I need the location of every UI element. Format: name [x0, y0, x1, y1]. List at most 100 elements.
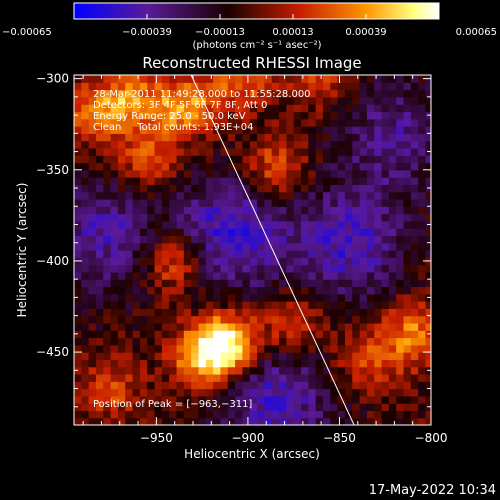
heatmap-cell: [344, 352, 353, 360]
heatmap-cell: [161, 308, 170, 317]
heatmap-cell: [103, 104, 112, 113]
heatmap-cell: [279, 250, 287, 258]
heatmap-cell: [301, 206, 309, 215]
heatmap-cell: [81, 395, 90, 404]
heatmap-cell: [388, 133, 397, 142]
heatmap-cell: [139, 118, 148, 127]
heatmap-cell: [183, 184, 192, 193]
heatmap-cell: [374, 118, 383, 127]
heatmap-cell: [352, 177, 361, 185]
heatmap-cell: [147, 82, 156, 91]
heatmap-cell: [213, 337, 222, 346]
heatmap-cell: [257, 213, 265, 222]
heatmap-cell: [308, 191, 317, 200]
heatmap-cell: [161, 286, 170, 295]
heatmap-cell: [132, 111, 141, 120]
heatmap-cell: [381, 359, 390, 368]
heatmap-cell: [286, 279, 295, 288]
heatmap-cell: [264, 147, 273, 156]
heatmap-cell: [308, 388, 317, 397]
heatmap-cell: [301, 264, 309, 273]
heatmap-cell: [374, 337, 383, 346]
heatmap-cell: [308, 82, 317, 91]
heatmap-cell: [117, 111, 126, 120]
heatmap-cell: [322, 89, 331, 98]
heatmap-cell: [183, 162, 192, 171]
heatmap-cell: [88, 315, 97, 324]
heatmap-cell: [359, 344, 368, 353]
heatmap-cell: [293, 315, 302, 324]
heatmap-cell: [271, 155, 280, 164]
heatmap-cell: [88, 388, 97, 397]
heatmap-cell: [396, 96, 405, 105]
heatmap-cell: [410, 293, 419, 302]
heatmap-cell: [366, 301, 375, 309]
heatmap-cell: [403, 162, 412, 171]
heatmap-cell: [315, 155, 324, 164]
heatmap-cell: [271, 104, 280, 113]
heatmap-cell: [264, 133, 273, 142]
heatmap-cell: [257, 308, 265, 317]
heatmap-cell: [388, 315, 397, 324]
heatmap-cell: [410, 140, 419, 149]
heatmap-cell: [235, 228, 244, 237]
heatmap-cell: [257, 96, 265, 105]
heatmap-cell: [205, 213, 214, 222]
heatmap-cell: [279, 373, 287, 382]
heatmap-cell: [374, 388, 383, 397]
heatmap-cell: [337, 250, 346, 258]
heatmap-cell: [315, 177, 324, 185]
heatmap-cell: [117, 133, 126, 142]
heatmap-cell: [235, 220, 244, 229]
heatmap-cell: [81, 271, 90, 280]
heatmap-cell: [249, 293, 258, 302]
heatmap-cell: [154, 242, 163, 251]
heatmap-cell: [74, 206, 82, 215]
heatmap-cell: [125, 352, 134, 360]
heatmap-cell: [425, 177, 431, 185]
heatmap-cell: [169, 366, 178, 375]
heatmap-cell: [125, 322, 134, 331]
heatmap-cell: [125, 75, 134, 83]
heatmap-cell: [205, 75, 214, 83]
heatmap-cell: [147, 322, 156, 331]
heatmap-cell: [344, 403, 353, 412]
heatmap-cell: [330, 417, 339, 425]
heatmap-cell: [366, 315, 375, 324]
heatmap-cell: [279, 111, 287, 120]
heatmap-cell: [271, 242, 280, 251]
heatmap-cell: [213, 250, 222, 258]
heatmap-cell: [264, 359, 273, 368]
heatmap-cell: [88, 359, 97, 368]
heatmap-cell: [161, 315, 170, 324]
heatmap-cell: [352, 147, 361, 156]
heatmap-cell: [344, 388, 353, 397]
plot-title: Reconstructed RHESSI Image: [142, 54, 361, 72]
heatmap-cell: [410, 133, 419, 142]
heatmap-cell: [257, 293, 265, 302]
heatmap-cell: [117, 162, 126, 171]
heatmap-cell: [337, 228, 346, 237]
heatmap-cell: [169, 403, 178, 412]
heatmap-cell: [213, 271, 222, 280]
heatmap-cell: [322, 118, 331, 127]
heatmap-cell: [205, 271, 214, 280]
heatmap-cell: [139, 352, 148, 360]
heatmap-cell: [330, 279, 339, 288]
heatmap-cell: [242, 381, 251, 390]
heatmap-cell: [139, 162, 148, 171]
heatmap-cell: [95, 147, 104, 156]
heatmap-cell: [257, 162, 265, 171]
heatmap-cell: [183, 228, 192, 237]
heatmap-cell: [264, 279, 273, 288]
heatmap-cell: [81, 140, 90, 149]
heatmap-cell: [139, 140, 148, 149]
heatmap-cell: [198, 250, 207, 258]
heatmap-cell: [374, 293, 383, 302]
heatmap-cell: [110, 366, 119, 375]
y-tick-label: −300: [36, 72, 69, 86]
date-stamp: 17-May-2022 10:34: [369, 483, 496, 498]
heatmap-cell: [249, 184, 258, 193]
heatmap-cell: [161, 169, 170, 178]
heatmap-cell: [139, 213, 148, 222]
